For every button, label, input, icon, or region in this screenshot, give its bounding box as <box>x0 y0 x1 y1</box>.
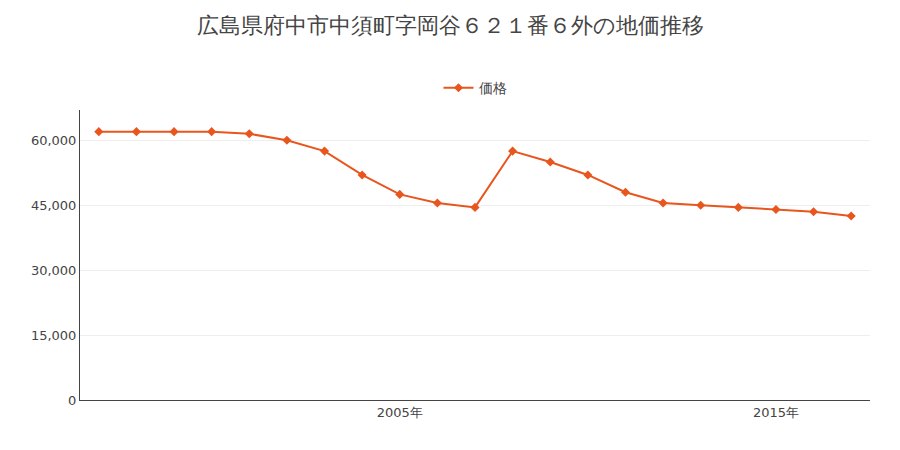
svg-text:15,000: 15,000 <box>31 328 77 343</box>
svg-text:2005年: 2005年 <box>377 405 423 420</box>
svg-text:30,000: 30,000 <box>31 263 77 278</box>
svg-text:45,000: 45,000 <box>31 198 77 213</box>
svg-text:広島県府中市中須町字岡谷６２１番６外の地価推移: 広島県府中市中須町字岡谷６２１番６外の地価推移 <box>197 13 704 38</box>
svg-text:2015年: 2015年 <box>753 405 799 420</box>
svg-text:価格: 価格 <box>479 80 507 96</box>
svg-text:60,000: 60,000 <box>31 133 77 148</box>
svg-text:0: 0 <box>68 393 76 408</box>
